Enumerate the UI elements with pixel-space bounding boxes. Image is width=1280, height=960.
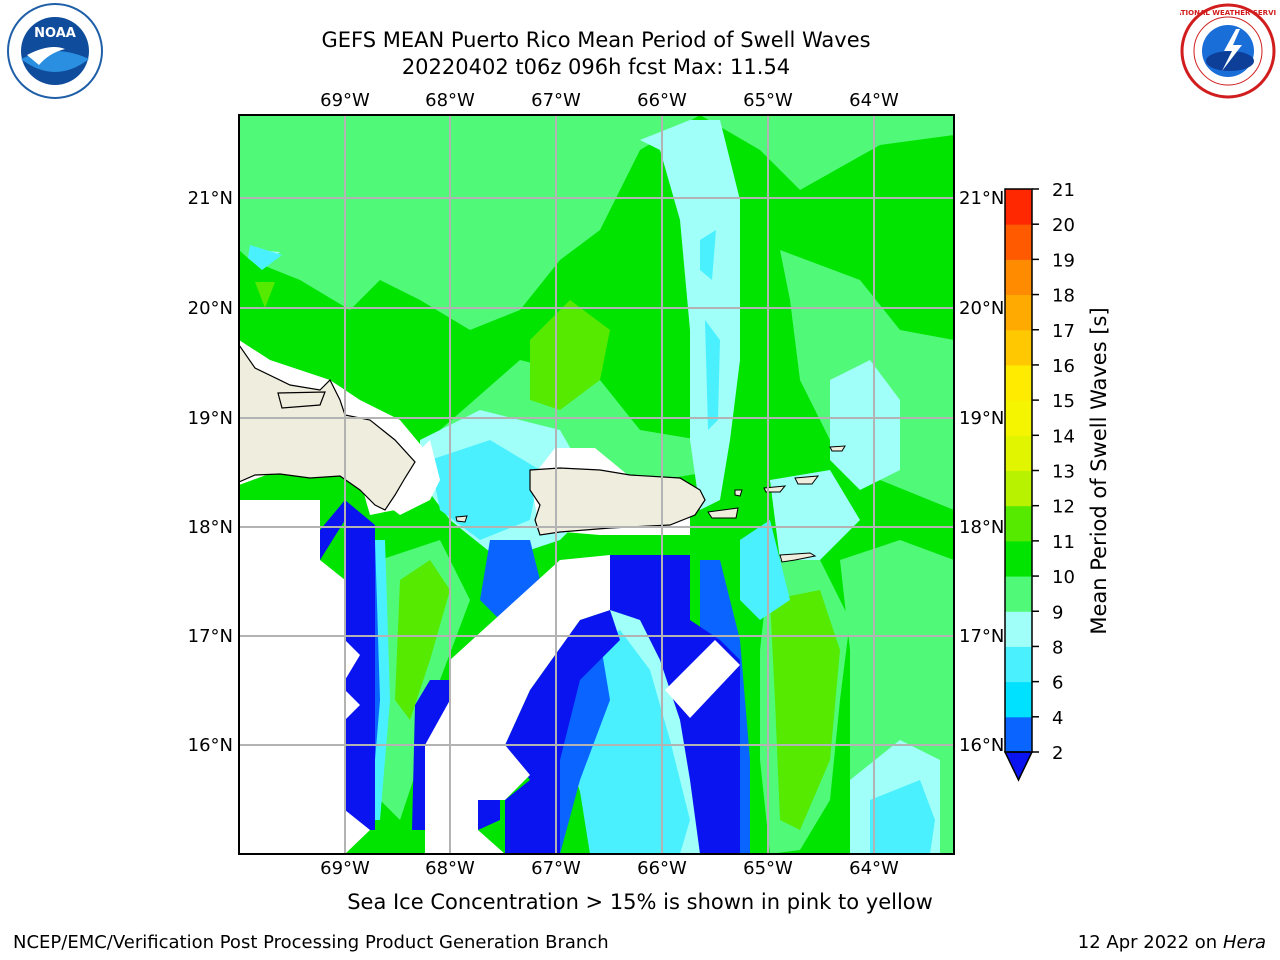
colorbar-segment — [1005, 505, 1032, 542]
colorbar-tick-label: 10 — [1052, 567, 1075, 588]
lon-label-bottom: 69°W — [320, 858, 370, 879]
lat-label-right: 16°N — [959, 735, 1004, 756]
colorbar-tick-label: 17 — [1052, 321, 1075, 342]
lat-label-left: 21°N — [188, 188, 233, 209]
colorbar-segment — [1005, 716, 1032, 753]
colorbar-tick-label: 4 — [1052, 708, 1063, 729]
lon-label-bottom: 64°W — [849, 858, 899, 879]
lat-label-right: 21°N — [959, 188, 1004, 209]
colorbar-segment — [1005, 470, 1032, 507]
lon-label-top: 69°W — [320, 90, 370, 111]
swell-period-field — [239, 115, 954, 854]
colorbar-tick-label: 6 — [1052, 673, 1063, 694]
nws-logo-text: NATIONAL WEATHER SERVICE — [1180, 9, 1276, 17]
colorbar-tick-label: 19 — [1052, 250, 1075, 271]
lon-label-bottom: 68°W — [425, 858, 475, 879]
colorbar-segment — [1005, 400, 1032, 436]
map-frame — [238, 114, 955, 855]
colorbar-tick-label: 15 — [1052, 391, 1075, 412]
lat-label-right: 18°N — [959, 517, 1004, 538]
colorbar-tick-label: 14 — [1052, 426, 1075, 447]
colorbar-segment — [1005, 294, 1032, 331]
lat-label-right: 20°N — [959, 298, 1004, 319]
colorbar-tick-label: 20 — [1052, 215, 1075, 236]
lon-label-top: 67°W — [531, 90, 581, 111]
lat-label-left: 19°N — [188, 408, 233, 429]
colorbar: 2 4 6 8 9 10 11 12 13 14 15 16 17 18 19 20 21 — [1003, 180, 1075, 782]
noaa-logo-text: NOAA — [34, 26, 76, 41]
colorbar-tick-label: 13 — [1052, 462, 1075, 483]
footer-date-text: 12 Apr 2022 on — [1077, 932, 1223, 953]
colorbar-tick-label: 12 — [1052, 497, 1075, 518]
colorbar-tick-label: 21 — [1052, 180, 1075, 201]
lon-label-bottom: 66°W — [637, 858, 687, 879]
lat-label-left: 16°N — [188, 735, 233, 756]
lat-label-right: 17°N — [959, 626, 1004, 647]
colorbar-tick-label: 2 — [1052, 743, 1063, 764]
lat-label-left: 17°N — [188, 626, 233, 647]
sea-ice-caption: Sea Ice Concentration > 15% is shown in … — [347, 890, 933, 914]
colorbar-under-arrow — [1003, 751, 1034, 782]
colorbar-tick-label: 9 — [1052, 602, 1063, 623]
colorbar-segment — [1005, 646, 1032, 683]
colorbar-segment — [1005, 540, 1032, 577]
colorbar-segment — [1005, 329, 1032, 366]
map-title-line2: 20220402 t06z 096h fcst Max: 11.54 — [401, 55, 791, 79]
lat-label-right: 19°N — [959, 408, 1004, 429]
colorbar-segment — [1005, 259, 1032, 296]
footer-date: 12 Apr 2022 on Hera — [1078, 932, 1266, 953]
colorbar-segment — [1005, 681, 1032, 718]
nws-logo: NATIONAL WEATHER SERVICE — [1180, 3, 1276, 99]
colorbar-segment — [1005, 189, 1032, 225]
colorbar-tick-label: 16 — [1052, 356, 1075, 377]
colorbar-segment — [1005, 435, 1032, 471]
colorbar-tick-label: 8 — [1052, 637, 1063, 658]
map-title-line1: GEFS MEAN Puerto Rico Mean Period of Swe… — [321, 28, 871, 52]
colorbar-label: Mean Period of Swell Waves [s] — [1087, 307, 1111, 634]
footer-machine-name: Hera — [1222, 932, 1266, 953]
footer-credit: NCEP/EMC/Verification Post Processing Pr… — [13, 932, 609, 953]
colorbar-segment — [1005, 611, 1032, 647]
lon-label-top: 65°W — [743, 90, 793, 111]
lon-label-top: 66°W — [637, 90, 687, 111]
noaa-logo: NOAA — [7, 3, 103, 99]
colorbar-segment — [1005, 364, 1032, 401]
lat-label-left: 20°N — [188, 298, 233, 319]
lon-label-top: 64°W — [849, 90, 899, 111]
lon-label-bottom: 65°W — [743, 858, 793, 879]
colorbar-segment — [1005, 224, 1032, 260]
colorbar-tick-label: 18 — [1052, 286, 1075, 307]
graticule — [239, 115, 954, 854]
colorbar-segment — [1005, 576, 1032, 612]
lon-label-bottom: 67°W — [531, 858, 581, 879]
lon-label-top: 68°W — [425, 90, 475, 111]
lat-label-left: 18°N — [188, 517, 233, 538]
colorbar-tick-label: 11 — [1052, 532, 1075, 553]
